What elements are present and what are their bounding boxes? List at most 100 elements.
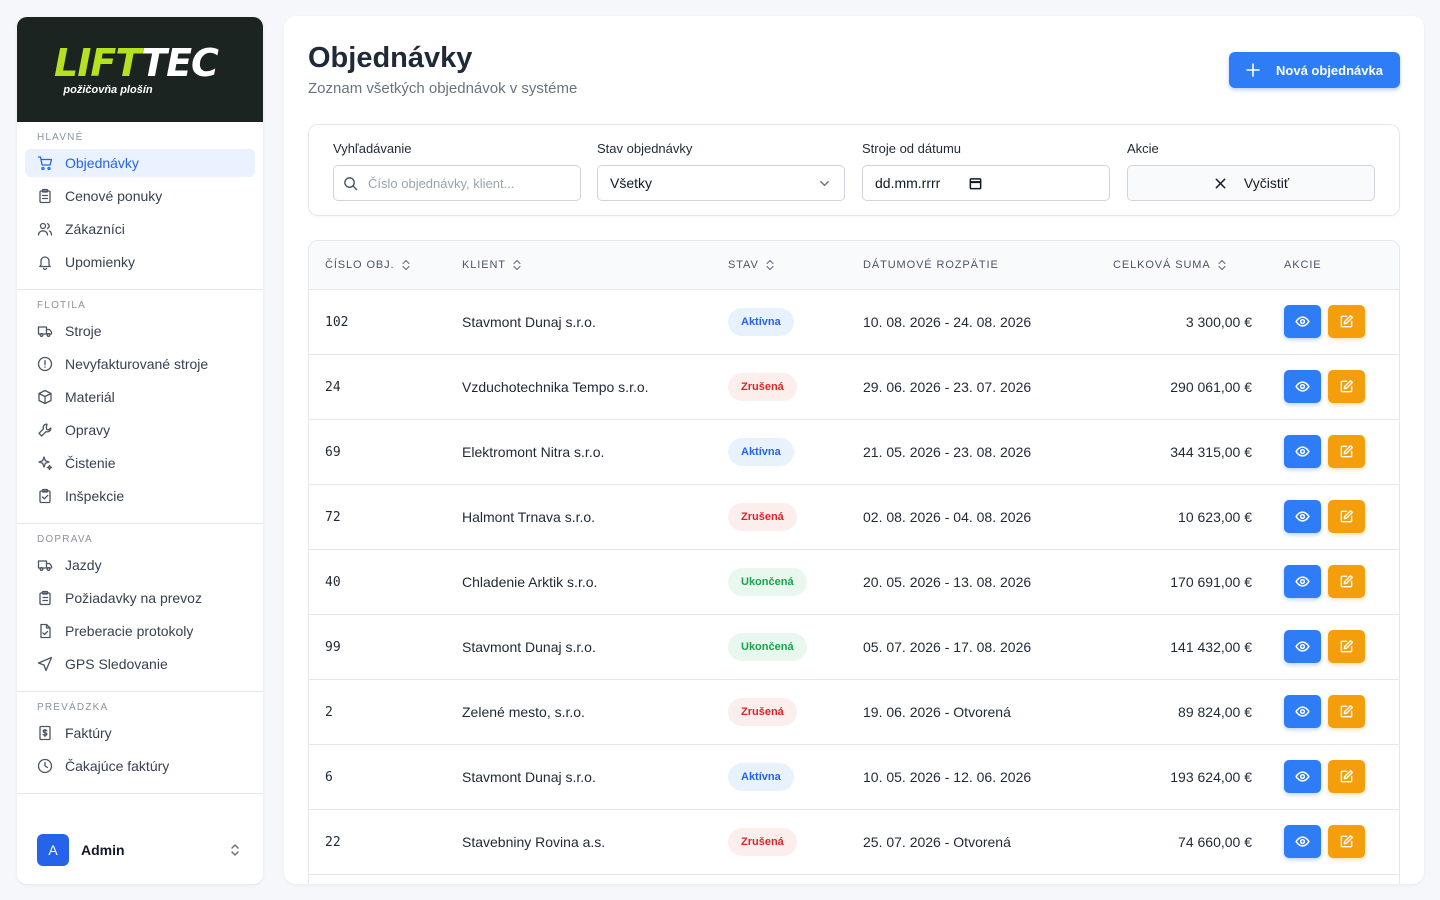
edit-icon bbox=[1340, 509, 1354, 523]
column-number[interactable]: ČÍSLO OBJ. bbox=[325, 259, 411, 271]
table-row[interactable]: 72 Halmont Trnava s.r.o. Zrušená 02. 08. 20… bbox=[309, 485, 1399, 550]
column-range: DÁTUMOVÉ ROZPÄTIE bbox=[863, 259, 999, 271]
view-button[interactable] bbox=[1284, 305, 1321, 338]
view-button[interactable] bbox=[1284, 370, 1321, 403]
table-row[interactable]: 2 Zelené mesto, s.r.o. Zrušená 19. 06. 2026… bbox=[309, 680, 1399, 745]
column-sum[interactable]: CELKOVÁ SUMA bbox=[1113, 259, 1227, 271]
sidebar-item[interactable]: Faktúry bbox=[25, 719, 255, 747]
edit-button[interactable] bbox=[1328, 695, 1365, 728]
sidebar-item-label: Jazdy bbox=[65, 557, 102, 573]
table-row[interactable]: 22 Stavebniny Rovina a.s. Zrušená 25. 07. 2… bbox=[309, 810, 1399, 875]
status-badge: Aktívna bbox=[728, 763, 794, 791]
table-body: 102 Stavmont Dunaj s.r.o. Aktívna 10. 08. 2… bbox=[309, 290, 1399, 875]
total-sum: 290 061,00 € bbox=[1170, 379, 1252, 395]
clipboard-list-icon bbox=[39, 590, 51, 606]
search-input[interactable] bbox=[368, 175, 568, 191]
view-button[interactable] bbox=[1284, 630, 1321, 663]
sidebar-item[interactable]: Materiál bbox=[25, 383, 255, 411]
sidebar-item[interactable]: Zákazníci bbox=[25, 215, 255, 243]
sidebar-item[interactable]: Inšpekcie bbox=[25, 482, 255, 510]
view-button[interactable] bbox=[1284, 500, 1321, 533]
sidebar-item[interactable]: Požiadavky na prevoz bbox=[25, 584, 255, 612]
navigation-icon bbox=[37, 656, 53, 672]
order-number: 6 bbox=[325, 770, 333, 785]
eye-icon bbox=[1295, 316, 1310, 327]
logo-lift: LIFT bbox=[54, 40, 142, 85]
sidebar-item[interactable]: Cenové ponuky bbox=[25, 182, 255, 210]
sidebar-item[interactable]: Stroje bbox=[25, 317, 255, 345]
table-row[interactable]: 69 Elektromont Nitra s.r.o. Aktívna 21. 05.… bbox=[309, 420, 1399, 485]
sidebar-item[interactable]: Čistenie bbox=[25, 449, 255, 477]
edit-button[interactable] bbox=[1328, 630, 1365, 663]
eye-icon bbox=[1295, 576, 1310, 587]
sidebar-item[interactable]: Jazdy bbox=[25, 551, 255, 579]
chevron-up-down-icon bbox=[231, 844, 239, 856]
date-range: 02. 08. 2026 - 04. 08. 2026 bbox=[863, 509, 1032, 525]
search-icon bbox=[344, 176, 358, 190]
sidebar-item[interactable]: Upomienky bbox=[25, 248, 255, 276]
order-number: 40 bbox=[325, 575, 341, 590]
sidebar-item[interactable]: Opravy bbox=[25, 416, 255, 444]
file-check-icon bbox=[40, 623, 51, 639]
edit-button[interactable] bbox=[1328, 370, 1365, 403]
total-sum: 3 300,00 € bbox=[1185, 314, 1252, 330]
column-actions: AKCIE bbox=[1284, 259, 1322, 271]
new-order-label: Nová objednávka bbox=[1276, 62, 1383, 78]
column-sum-label: CELKOVÁ SUMA bbox=[1113, 259, 1211, 271]
edit-icon bbox=[1340, 704, 1354, 718]
view-button[interactable] bbox=[1284, 695, 1321, 728]
table-row[interactable]: 102 Stavmont Dunaj s.r.o. Aktívna 10. 08. 2… bbox=[309, 290, 1399, 355]
date-input[interactable]: dd.mm.rrrr bbox=[862, 165, 1110, 201]
edit-button[interactable] bbox=[1328, 825, 1365, 858]
table-row[interactable]: 99 Stavmont Dunaj s.r.o. Ukončená 05. 07. 2… bbox=[309, 615, 1399, 680]
column-status[interactable]: STAV bbox=[728, 259, 775, 271]
new-order-button[interactable]: Nová objednávka bbox=[1229, 52, 1400, 88]
company-logo[interactable]: LIFTTEC požičovňa plošín bbox=[17, 17, 263, 122]
table-row[interactable]: 40 Chladenie Arktik s.r.o. Ukončená 20. 05.… bbox=[309, 550, 1399, 615]
view-button[interactable] bbox=[1284, 565, 1321, 598]
alert-circle-icon bbox=[37, 356, 53, 372]
user-menu[interactable]: A Admin bbox=[37, 834, 243, 866]
column-client[interactable]: KLIENT bbox=[462, 259, 522, 271]
sidebar-item-label: Faktúry bbox=[65, 725, 112, 741]
close-icon bbox=[1215, 178, 1226, 188]
sidebar: LIFTTEC požičovňa plošín HLAVNÉ Objednávk… bbox=[17, 17, 263, 884]
order-number: 102 bbox=[325, 315, 349, 330]
nav-section-title: HLAVNÉ bbox=[37, 132, 84, 143]
status-badge: Ukončená bbox=[728, 568, 807, 596]
sidebar-item-label: Požiadavky na prevoz bbox=[65, 590, 202, 606]
sidebar-item[interactable]: Nevyfakturované stroje bbox=[25, 350, 255, 378]
truck-icon bbox=[37, 326, 53, 337]
search-filter: Vyhľadávanie bbox=[333, 141, 581, 201]
sidebar-item[interactable]: Objednávky bbox=[25, 149, 255, 177]
edit-button[interactable] bbox=[1328, 500, 1365, 533]
sidebar-item-label: Zákazníci bbox=[65, 221, 125, 237]
nav-section-title: DOPRAVA bbox=[37, 534, 93, 545]
sidebar-item[interactable]: Preberacie protokoly bbox=[25, 617, 255, 645]
user-name: Admin bbox=[81, 842, 125, 858]
status-select[interactable]: Všetky bbox=[597, 165, 845, 201]
view-button[interactable] bbox=[1284, 435, 1321, 468]
sidebar-item-label: GPS Sledovanie bbox=[65, 656, 168, 672]
eye-icon bbox=[1295, 446, 1310, 457]
view-button[interactable] bbox=[1284, 760, 1321, 793]
filter-panel: Vyhľadávanie Stav objednávky Všetky Stro… bbox=[308, 124, 1400, 216]
clipboard-check-icon bbox=[39, 488, 51, 504]
calendar-icon[interactable] bbox=[968, 176, 983, 191]
edit-button[interactable] bbox=[1328, 760, 1365, 793]
table-row[interactable]: 24 Vzduchotechnika Tempo s.r.o. Zrušená 29.… bbox=[309, 355, 1399, 420]
sidebar-item[interactable]: GPS Sledovanie bbox=[25, 650, 255, 678]
sidebar-item-label: Cenové ponuky bbox=[65, 188, 163, 204]
eye-icon bbox=[1295, 771, 1310, 782]
eye-icon bbox=[1295, 641, 1310, 652]
avatar: A bbox=[37, 834, 69, 866]
edit-button[interactable] bbox=[1328, 435, 1365, 468]
sidebar-item[interactable]: Čakajúce faktúry bbox=[25, 752, 255, 780]
view-button[interactable] bbox=[1284, 825, 1321, 858]
edit-button[interactable] bbox=[1328, 305, 1365, 338]
edit-button[interactable] bbox=[1328, 565, 1365, 598]
clear-filters-button[interactable]: Vyčistiť bbox=[1127, 165, 1375, 201]
client-name: Stavmont Dunaj s.r.o. bbox=[462, 639, 596, 655]
main-content: Objednávky Zoznam všetkých objednávok v … bbox=[284, 16, 1424, 884]
table-row[interactable]: 6 Stavmont Dunaj s.r.o. Aktívna 10. 05. 202… bbox=[309, 745, 1399, 810]
